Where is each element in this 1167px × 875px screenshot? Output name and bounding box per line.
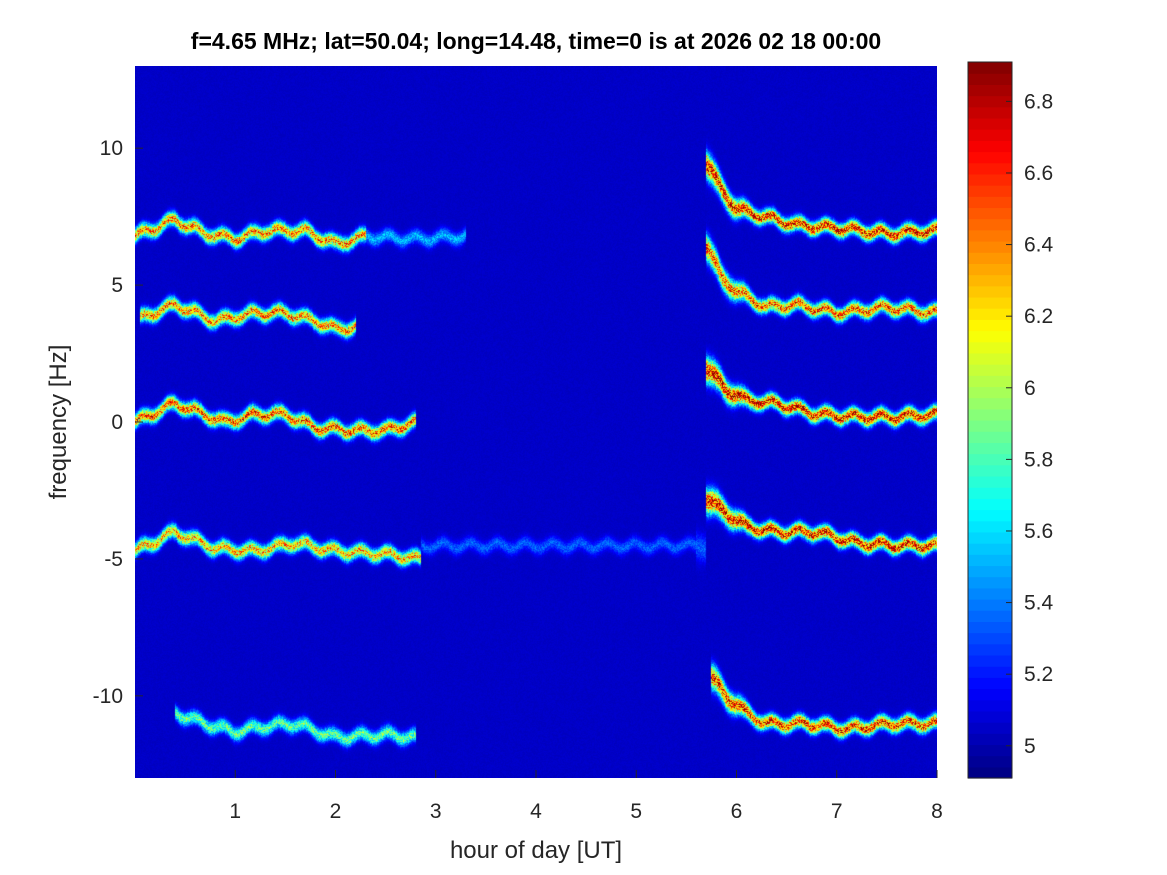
colorbar-segment [968,688,1012,701]
colorbar-segment [968,475,1012,488]
y-tick-label: -10 [93,685,123,708]
colorbar-segment [968,565,1012,578]
colorbar-segment [968,520,1012,533]
colorbar-segment [968,117,1012,130]
colorbar-segment [968,352,1012,365]
colorbar-segment [968,599,1012,611]
colorbar-tick-label: 5 [1024,735,1036,758]
colorbar-segment [968,106,1012,119]
x-tick-label: 3 [430,800,442,823]
colorbar-tick-label: 6.8 [1024,90,1053,113]
x-tick-label: 7 [831,800,843,823]
chart-title: f=4.65 MHz; lat=50.04; long=14.48, time=… [190,28,882,54]
colorbar-segment [968,710,1012,723]
colorbar-tick-label: 5.6 [1024,520,1053,543]
colorbar-segment [968,576,1012,589]
colorbar-segment [968,420,1012,432]
colorbar-segment [968,722,1012,734]
colorbar-segment [968,84,1012,97]
colorbar-tick-label: 6.4 [1024,234,1054,257]
colorbar-segment [968,62,1012,74]
colorbar-frame [967,61,1013,779]
colorbar-segment [968,319,1012,332]
colorbar-segment [968,610,1012,622]
colorbar-segment [968,643,1012,656]
colorbar-segment [968,341,1012,354]
colorbar-segment [968,73,1012,85]
colorbar-segment [968,185,1012,197]
colorbar-segment [968,408,1012,421]
colorbar-segment [968,766,1012,779]
colorbar-segment [968,330,1012,343]
colorbar-segment [968,487,1012,499]
colorbar-segment [968,442,1012,455]
colorbar-segment [968,263,1012,276]
colorbar-segment [968,733,1012,746]
x-tick-label: 1 [229,800,241,823]
colorbar-segment [968,241,1012,253]
colorbar-segment [968,129,1012,141]
y-tick-label: 0 [111,411,123,434]
colorbar-segment [968,196,1012,209]
colorbar-segment [968,744,1012,757]
x-tick-label: 5 [630,800,642,823]
colorbar-tick-label: 5.4 [1024,592,1054,615]
y-tick-label: 10 [100,137,123,160]
x-tick-label: 2 [330,800,342,823]
colorbar-segment [968,654,1012,667]
colorbar-segment [968,587,1012,600]
colorbar-segment [968,755,1012,768]
colorbar-segment [968,386,1012,399]
spectrogram-heatmap [135,66,937,778]
colorbar-tick-label: 6.6 [1024,162,1053,185]
colorbar-segment [968,666,1012,678]
colorbar-segment [968,308,1012,320]
colorbar-tick-label: 6 [1024,377,1036,400]
colorbar-segment [968,95,1012,108]
colorbar-segment [968,509,1012,522]
colorbar-segment [968,431,1012,443]
colorbar-segment [968,296,1012,309]
y-tick-label: 5 [111,274,123,297]
x-tick-label: 4 [530,800,542,823]
colorbar-tick-label: 5.8 [1024,448,1053,471]
colorbar-segment [968,252,1012,264]
colorbar-segment [968,364,1012,376]
colorbar-segment [968,274,1012,287]
colorbar-segment [968,140,1012,153]
colorbar-tick-label: 5.2 [1024,663,1053,686]
y-axis-label: frequency [Hz] [45,345,72,500]
colorbar-segment [968,229,1012,242]
colorbar-segment [968,285,1012,298]
colorbar-segment [968,632,1012,645]
colorbar-segment [968,218,1012,231]
colorbar-segment [968,151,1012,164]
colorbar-tick-label: 6.2 [1024,305,1053,328]
colorbar-segment [968,207,1012,220]
x-tick-label: 6 [731,800,743,823]
colorbar-segment [968,375,1012,388]
x-axis-label: hour of day [UT] [450,837,622,864]
colorbar-segment [968,554,1012,567]
colorbar-segment [968,677,1012,690]
colorbar-segment [968,397,1012,410]
colorbar-segment [968,621,1012,634]
colorbar-segment [968,464,1012,477]
colorbar-segment [968,531,1012,544]
colorbar-segment [968,162,1012,175]
colorbar-segment [968,699,1012,712]
colorbar-segment [968,498,1012,511]
x-tick-label: 8 [931,800,943,823]
colorbar-segment [968,173,1012,186]
colorbar-segment [968,543,1012,555]
y-tick-label: -5 [104,548,123,571]
colorbar-segment [968,453,1012,466]
